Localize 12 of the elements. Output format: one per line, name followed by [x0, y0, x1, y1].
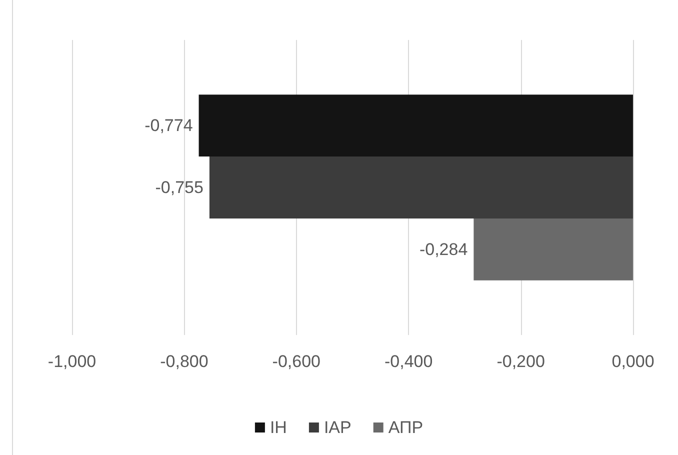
- data-label: -0,774: [144, 116, 193, 136]
- legend-label: ІАР: [324, 418, 352, 437]
- data-label: -0,284: [419, 240, 468, 259]
- data-label: -0,755: [155, 178, 204, 197]
- x-tick-label: -1,000: [48, 352, 96, 371]
- x-tick-label: -0,800: [160, 352, 208, 371]
- x-tick-label: -0,200: [496, 352, 545, 371]
- x-tick-label: -0,600: [272, 352, 320, 371]
- legend-label: ІН: [270, 418, 287, 437]
- legend-label: АПР: [388, 418, 424, 437]
- x-tick-label: -0,400: [384, 352, 433, 371]
- x-tick-label: 0,000: [612, 352, 654, 371]
